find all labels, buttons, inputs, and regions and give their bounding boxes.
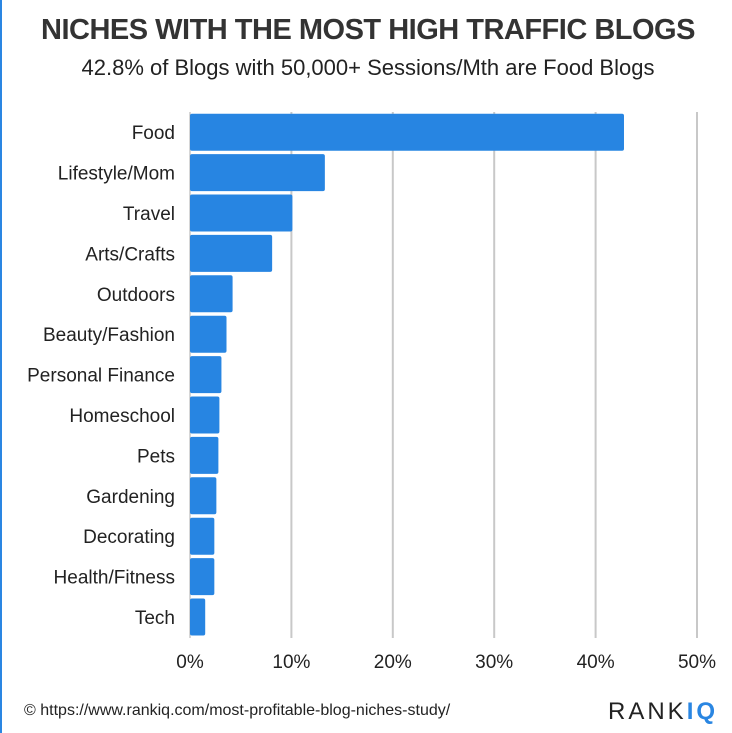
category-label: Decorating	[83, 527, 175, 548]
category-label: Arts/Crafts	[85, 244, 175, 265]
logo-text: RANK	[608, 698, 687, 725]
category-label: Outdoors	[97, 285, 175, 306]
logo-text-iq: IQ	[686, 698, 719, 725]
x-tick-label: 10%	[272, 652, 310, 673]
source-url[interactable]: https://www.rankiq.com/most-profitable-b…	[40, 702, 451, 719]
rankiq-logo: RANKIQ	[608, 698, 718, 726]
bar	[190, 558, 215, 596]
bar	[190, 234, 273, 272]
bar	[190, 154, 325, 192]
bar	[190, 275, 233, 313]
copyright-icon: ©	[24, 702, 36, 719]
bar	[190, 396, 220, 434]
category-label: Homeschool	[69, 406, 175, 427]
category-label: Pets	[137, 446, 175, 467]
bar	[190, 113, 624, 151]
x-tick-label: 50%	[678, 652, 716, 673]
chart-subtitle: 42.8% of Blogs with 50,000+ Sessions/Mth…	[81, 55, 655, 80]
category-label: Tech	[135, 608, 175, 629]
category-label: Beauty/Fashion	[43, 325, 175, 346]
x-tick-label: 40%	[577, 652, 615, 673]
bar	[190, 517, 215, 555]
category-label: Travel	[123, 204, 175, 225]
category-label: Personal Finance	[27, 366, 175, 387]
bar	[190, 356, 222, 394]
category-label: Health/Fitness	[54, 568, 175, 589]
bar	[190, 598, 206, 636]
bar	[190, 194, 293, 232]
bar	[190, 436, 219, 474]
x-tick-label: 0%	[176, 652, 204, 673]
chart-title: NICHES WITH THE MOST HIGH TRAFFIC BLOGS	[41, 14, 695, 46]
source-footer: © https://www.rankiq.com/most-profitable…	[24, 702, 450, 720]
category-label: Gardening	[86, 487, 175, 508]
bar	[190, 477, 217, 515]
bar	[190, 315, 227, 353]
category-label: Lifestyle/Mom	[58, 164, 175, 185]
x-tick-label: 20%	[374, 652, 412, 673]
x-tick-label: 30%	[475, 652, 513, 673]
bar-chart: 0% 10% 20% 30% 40% 50% Food Lifestyle/Mom Travel…	[27, 112, 716, 673]
category-label: Food	[132, 123, 175, 144]
